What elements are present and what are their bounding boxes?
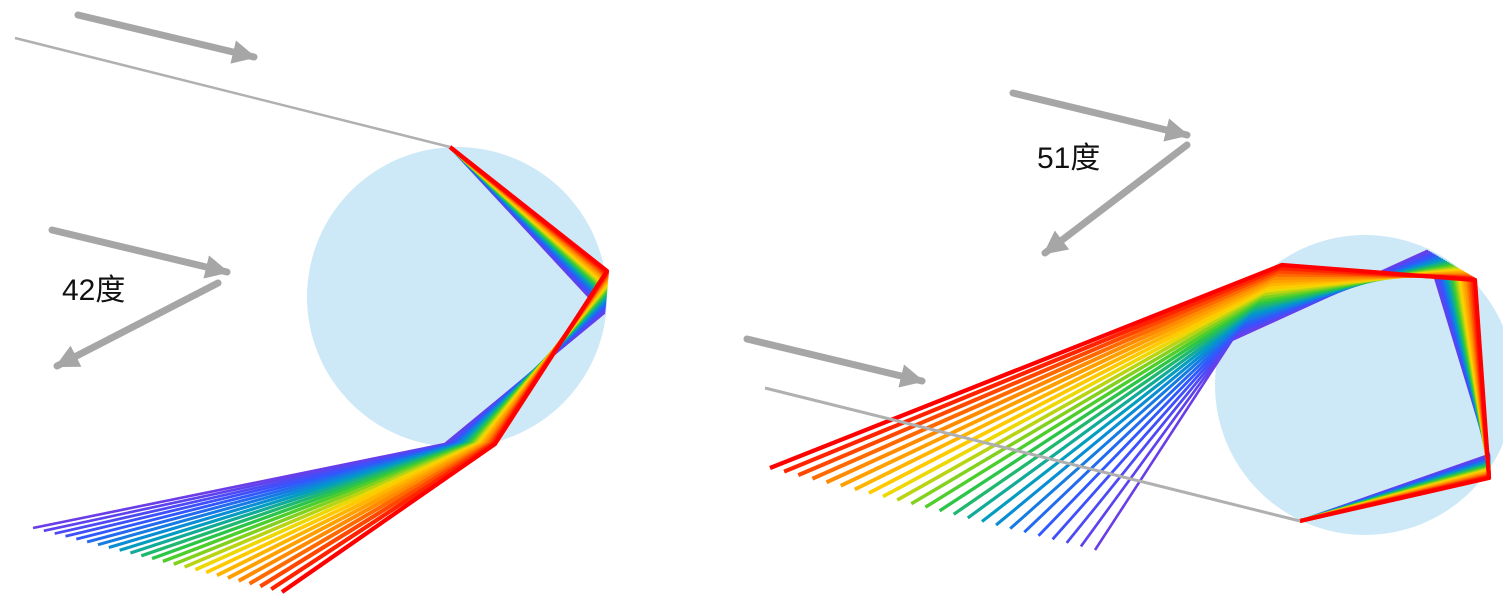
secondary-incoming-sunlight-arrow-icon xyxy=(743,335,926,388)
secondary-incoming-direction-arrow-icon xyxy=(1009,89,1191,142)
primary-incoming-sunlight-arrow-icon xyxy=(48,226,231,279)
secondary-rainbow-angle-label: 51度 xyxy=(1037,142,1100,175)
primary-rainbow-angle-label: 42度 xyxy=(62,274,125,307)
secondary-incident-sunlight-ray xyxy=(764,386,1301,523)
secondary-rainbow-panel: 51度 xyxy=(743,89,1503,551)
primary-rainbow-panel: 42度 xyxy=(14,11,610,594)
spectrum-ray xyxy=(280,145,610,594)
primary-incoming-direction-arrow-icon xyxy=(74,11,258,64)
secondary-outgoing-light-arrow-icon xyxy=(1041,141,1191,257)
primary-incident-sunlight-ray xyxy=(14,36,451,149)
primary-water-droplet xyxy=(307,147,607,447)
primary-spectrum-rays xyxy=(32,145,610,594)
primary-outgoing-light-arrow-icon xyxy=(53,279,222,370)
secondary-spectrum-rays xyxy=(769,249,1492,551)
spectrum-ray xyxy=(769,262,1492,524)
